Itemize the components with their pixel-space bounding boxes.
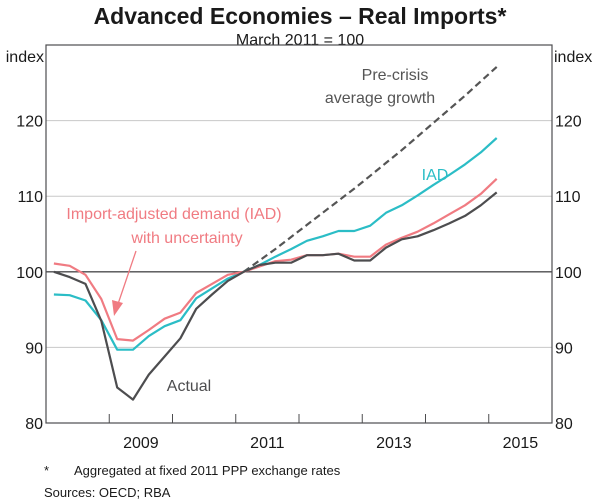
chart-title: Advanced Economies – Real Imports* — [94, 3, 507, 29]
y-tick-label-right-100: 100 — [555, 265, 582, 282]
annotation-pre-crisis-line1: Pre-crisis — [362, 67, 429, 84]
footnote-star: * — [44, 463, 49, 478]
series-lines — [53, 66, 498, 401]
x-axis-ticks: 2009 2011 2013 2015 — [108, 414, 539, 452]
y-axis-ticks: 80 80 90 90 100 100 110 110 120 120 — [16, 114, 582, 433]
series-line-pre-crisis-average-growth — [243, 66, 498, 273]
y-axis-label-left: index — [6, 49, 44, 66]
x-tick-label-2011: 2011 — [250, 435, 285, 452]
series-line-iad — [53, 137, 498, 351]
annotation-arrow — [112, 250, 137, 316]
annotation-actual: Actual — [167, 378, 211, 395]
y-axis-label-right: index — [554, 49, 592, 66]
annotation-pre-crisis-line2: average growth — [325, 90, 435, 107]
y-tick-label-left-100: 100 — [16, 265, 43, 282]
x-tick-label-2013: 2013 — [376, 435, 412, 452]
y-tick-label-left-90: 90 — [25, 340, 43, 357]
chart-subtitle: March 2011 = 100 — [236, 32, 364, 49]
annotation-iad-uncertainty-line1: Import-adjusted demand (IAD) — [66, 206, 281, 223]
footnote-sources: Sources: OECD; RBA — [44, 485, 171, 500]
grid-lines — [46, 120, 552, 348]
plot-frame — [45, 44, 553, 424]
y-tick-label-right-90: 90 — [555, 340, 573, 357]
x-tick-label-2015: 2015 — [503, 435, 539, 452]
y-tick-label-right-110: 110 — [555, 189, 581, 206]
y-tick-label-left-110: 110 — [17, 189, 43, 206]
annotation-iad: IAD — [422, 167, 449, 184]
series-line-import-adjusted-demand-iad-with-uncertainty — [53, 178, 498, 342]
y-tick-label-right-80: 80 — [555, 416, 573, 433]
footnote-note: Aggregated at fixed 2011 PPP exchange ra… — [74, 463, 341, 478]
x-tick-label-2009: 2009 — [123, 435, 159, 452]
y-tick-label-left-80: 80 — [25, 416, 43, 433]
annotation-iad-uncertainty-line2: with uncertainty — [130, 230, 242, 247]
y-tick-label-left-120: 120 — [16, 114, 43, 131]
series-line-actual — [53, 191, 498, 401]
y-tick-label-right-120: 120 — [555, 114, 582, 131]
